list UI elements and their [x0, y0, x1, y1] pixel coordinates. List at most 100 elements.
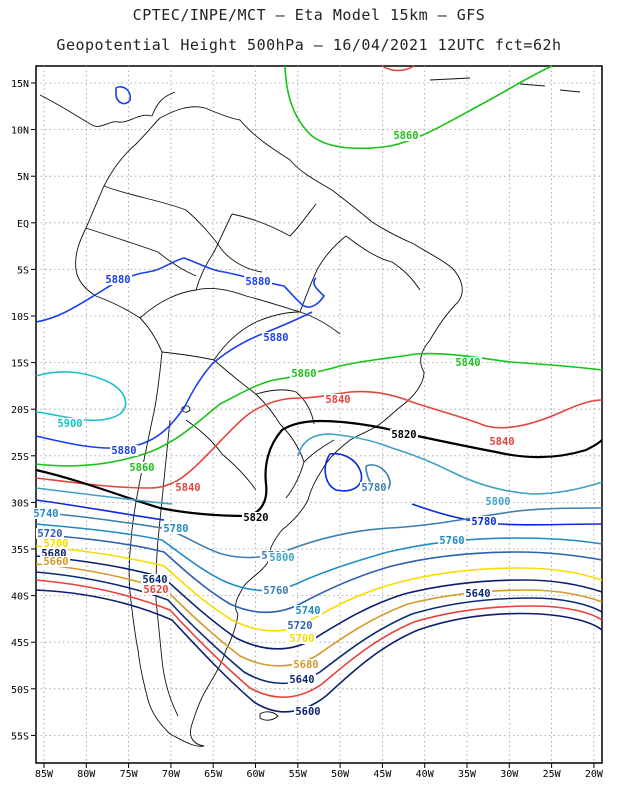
- contour-label-bg: [174, 482, 202, 493]
- lat-label: 5S: [17, 265, 29, 276]
- contour-label-bg: [392, 130, 420, 141]
- contour-label: 5640: [142, 574, 167, 586]
- contour-label: 5660: [43, 556, 68, 568]
- lat-label: EQ: [17, 219, 29, 230]
- contour-label-bg: [488, 436, 516, 447]
- contour-label-bg: [42, 538, 70, 549]
- contour-label-bg: [141, 574, 169, 585]
- country-border: [299, 235, 347, 313]
- lon-label: 40W: [416, 769, 435, 780]
- lon-label: 75W: [120, 769, 139, 780]
- lon-label: 65W: [204, 769, 223, 780]
- south-america-coast: [75, 106, 463, 747]
- contour-label: 5860: [393, 130, 418, 142]
- contour-5800: [35, 433, 603, 505]
- contour-5760: [35, 507, 603, 559]
- country-border: [255, 389, 315, 425]
- lat-label: 15N: [11, 79, 29, 90]
- lon-label: 30W: [500, 769, 519, 780]
- lon-label: 60W: [246, 769, 265, 780]
- contour-5780-east: [411, 503, 603, 526]
- lat-label: 5N: [17, 172, 29, 183]
- graticule: [36, 66, 602, 763]
- contour-5640: [35, 571, 603, 685]
- contour-5740: [35, 523, 603, 592]
- contour-label-bg: [454, 357, 482, 368]
- contour-label: 5680: [293, 659, 318, 671]
- contour-label-bg: [162, 523, 190, 534]
- contour-label: 5700: [43, 538, 68, 550]
- lon-label: 35W: [458, 769, 477, 780]
- contour-label: 5820: [391, 429, 416, 441]
- country-border: [195, 213, 233, 291]
- contour-label: 5800: [269, 552, 294, 564]
- contour-label-bg: [142, 584, 170, 595]
- contour-label-bg: [286, 620, 314, 631]
- lat-label: 25S: [11, 452, 29, 463]
- country-border: [303, 439, 335, 463]
- contour-label-bg: [110, 445, 138, 456]
- contour-label-bg: [128, 462, 156, 473]
- contour-label: 5880: [111, 445, 136, 457]
- contour-5620-north: [381, 65, 415, 72]
- contour-label: 5840: [455, 357, 480, 369]
- contour-label: 5880: [105, 274, 130, 286]
- contour-label-bg: [390, 429, 418, 440]
- contour-label: 5640: [289, 674, 314, 686]
- lon-label: 55W: [289, 769, 308, 780]
- contour-label: 5820: [243, 512, 268, 524]
- contour-label: 5860: [291, 368, 316, 380]
- caribbean-island: [429, 77, 581, 93]
- lon-label: 20W: [585, 769, 604, 780]
- contour-label-bg: [464, 588, 492, 599]
- lat-label: 10S: [11, 312, 29, 323]
- contour-label: 5740: [33, 508, 58, 520]
- contour-5720: [35, 533, 603, 614]
- lon-label: 70W: [162, 769, 181, 780]
- contour-label-bg: [290, 368, 318, 379]
- country-border: [185, 419, 257, 491]
- country-border: [139, 287, 341, 335]
- contour-label: 5640: [465, 588, 490, 600]
- contour-label: 5700: [289, 633, 314, 645]
- contour-labels: 5860 5880 5880 5880 5860 5840 5840 5820 5840 5900…: [32, 130, 516, 718]
- contour-label-bg: [324, 394, 352, 405]
- contour-5600: [35, 589, 603, 713]
- contour-label-bg: [244, 276, 272, 287]
- contour-label: 5600: [295, 706, 320, 718]
- contour-label-bg: [32, 508, 60, 519]
- lat-label: 45S: [11, 638, 29, 649]
- contour-label: 5860: [129, 462, 154, 474]
- contour-label-bg: [484, 496, 512, 507]
- country-border: [161, 351, 281, 425]
- contour-label: 5780: [471, 516, 496, 528]
- contour-label-bg: [288, 633, 316, 644]
- contour-label-bg: [292, 659, 320, 670]
- contour-layer: [35, 65, 603, 713]
- lat-label: 10N: [11, 126, 29, 137]
- contour-label: 5800: [485, 496, 510, 508]
- contour-label: 5620: [143, 584, 168, 596]
- lat-label: 50S: [11, 685, 29, 696]
- lat-label: 15S: [11, 359, 29, 370]
- country-border: [213, 311, 301, 361]
- lat-label: 20S: [11, 405, 29, 416]
- falklands-island: [259, 711, 279, 721]
- contour-label-bg: [268, 552, 296, 563]
- contour-label: 5840: [489, 436, 514, 448]
- contour-label: 5840: [175, 482, 200, 494]
- country-border: [103, 185, 263, 273]
- contour-label: 5780: [163, 523, 188, 535]
- contour-label: 5900: [57, 418, 82, 430]
- contour-label: 5780: [361, 482, 386, 494]
- lat-label: 40S: [11, 592, 29, 603]
- contour-5620: [35, 579, 603, 698]
- contour-5880-small: [115, 85, 132, 105]
- lon-label: 25W: [543, 769, 562, 780]
- country-border: [231, 203, 317, 237]
- axis-labels: 85W 80W 75W 70W 65W 60W 55W 50W 45W 40W 35W 30W 25W 2…: [11, 79, 604, 780]
- map-title: CPTEC/INPE/MCT – Eta Model 15km – GFS: [132, 6, 486, 24]
- lon-label: 85W: [35, 769, 54, 780]
- contour-label: 5760: [439, 535, 464, 547]
